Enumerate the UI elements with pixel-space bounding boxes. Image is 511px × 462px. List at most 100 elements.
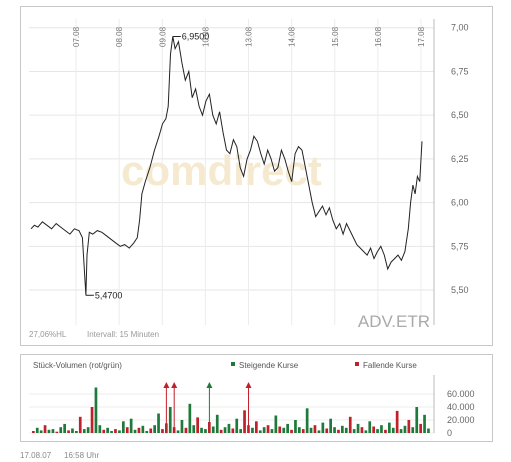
volume-bar — [184, 427, 188, 433]
volume-bar — [384, 429, 387, 434]
volume-bar — [298, 427, 301, 433]
watermark: comdirect — [121, 147, 322, 194]
footer-time: 16:58 Uhr — [64, 451, 100, 460]
x-tick-label: 17.08 — [417, 26, 426, 47]
volume-bar — [90, 407, 94, 433]
volume-bar — [419, 423, 422, 433]
volume-bar — [415, 407, 419, 433]
volume-bar — [376, 429, 379, 433]
volume-bar — [309, 427, 313, 433]
volume-bar — [270, 429, 274, 433]
volume-bar — [75, 431, 78, 433]
volume-bar — [231, 428, 235, 433]
volume-y-tick-label: 0 — [447, 428, 452, 438]
volume-bar — [55, 431, 59, 433]
volume-bar — [219, 429, 223, 434]
x-tick-label: 09.08 — [158, 26, 167, 47]
volume-bar — [278, 426, 282, 433]
volume-bar — [51, 429, 55, 433]
volume-bar — [235, 418, 239, 433]
volume-bar — [35, 427, 39, 433]
volume-bar — [118, 430, 121, 433]
volume-y-tick-label: 60.000 — [447, 389, 475, 399]
x-tick-label: 13.08 — [245, 26, 254, 47]
volume-bar — [352, 429, 356, 433]
volume-bar — [388, 422, 391, 433]
volume-bar — [180, 420, 184, 433]
y-tick-label: 6,50 — [451, 110, 469, 120]
volume-bar — [282, 427, 286, 433]
volume-bar — [145, 431, 149, 433]
y-tick-label: 5,75 — [451, 241, 469, 251]
volume-bar — [122, 421, 125, 433]
volume-bar — [395, 410, 399, 433]
volume-marker-arrow — [163, 382, 170, 388]
volume-bar — [262, 427, 266, 433]
volume-bar — [98, 425, 102, 433]
volume-y-tick-label: 20.000 — [447, 415, 475, 425]
volume-bar — [176, 430, 180, 433]
volume-bar — [94, 387, 98, 433]
volume-bar — [59, 427, 63, 433]
volume-marker-arrow — [206, 382, 213, 388]
volume-bar — [110, 431, 113, 433]
volume-bar — [153, 425, 156, 433]
y-tick-label: 5,50 — [451, 285, 469, 295]
volume-bar — [427, 428, 430, 433]
volume-bar — [157, 413, 160, 433]
annotation-low-label: 5,4700 — [95, 290, 123, 300]
volume-bar — [192, 425, 196, 433]
volume-bar — [317, 430, 321, 433]
x-tick-label: 15.08 — [331, 26, 340, 47]
volume-bar — [356, 423, 360, 433]
volume-bar — [301, 429, 305, 433]
volume-bar — [266, 425, 270, 433]
annotation-high-label: 6,9500 — [182, 31, 210, 41]
volume-bar — [82, 429, 86, 433]
volume-bar — [32, 431, 35, 433]
volume-bar — [305, 408, 309, 433]
legend-label: Steigende Kurse — [239, 361, 299, 370]
volume-title: Stück-Volumen (rot/grün) — [33, 361, 122, 370]
volume-bar — [274, 415, 278, 433]
y-tick-label: 6,25 — [451, 154, 469, 164]
volume-bar — [67, 430, 70, 433]
volume-bar — [47, 429, 51, 434]
volume-bar — [196, 417, 199, 433]
volume-bar — [364, 430, 368, 433]
volume-bar — [391, 427, 395, 433]
volume-bar — [78, 416, 82, 434]
volume-bar — [161, 429, 164, 433]
volume-bar — [286, 423, 289, 433]
volume-bar — [407, 420, 411, 433]
volume-bar — [321, 422, 325, 433]
y-tick-label: 6,00 — [451, 198, 469, 208]
volume-bar — [344, 427, 348, 433]
volume-bar — [290, 429, 293, 434]
volume-bar — [114, 429, 117, 433]
legend-label: Fallende Kurse — [363, 361, 417, 370]
volume-bar — [333, 427, 336, 433]
volume-bar — [337, 429, 340, 434]
legend-swatch — [355, 362, 359, 366]
volume-bar — [227, 423, 231, 433]
volume-bar — [149, 428, 153, 433]
volume-bar — [251, 427, 254, 433]
x-tick-label: 08.08 — [115, 26, 124, 47]
volume-bar — [325, 428, 329, 433]
volume-bar — [133, 429, 137, 434]
volume-bar — [211, 426, 215, 433]
volume-bar — [399, 429, 403, 433]
instrument-label: ADV.ETR — [358, 312, 430, 331]
volume-bar — [215, 414, 219, 433]
price-chart: 7,00 6,75 6,50 6,25 6,00 5,75 5,50 07.08 08.08 09… — [29, 19, 469, 339]
volume-bar — [423, 414, 426, 433]
x-tick-label: 16.08 — [374, 26, 383, 47]
x-tick-label: 07.08 — [72, 26, 81, 47]
volume-bar — [43, 425, 47, 433]
volume-bar — [368, 421, 372, 433]
volume-bar — [380, 425, 383, 433]
price-chart-panel: 7,00 6,75 6,50 6,25 6,00 5,75 5,50 07.08 08.08 09… — [20, 6, 493, 346]
volume-bar — [39, 430, 43, 433]
volume-bar — [313, 425, 317, 433]
